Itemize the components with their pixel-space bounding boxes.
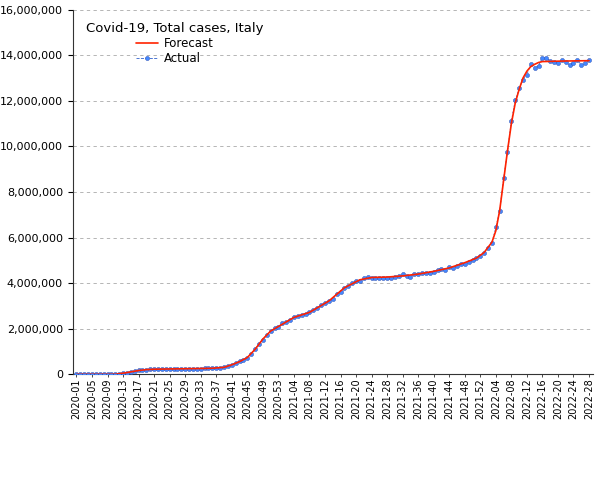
Legend: Forecast, Actual: Forecast, Actual — [83, 19, 266, 68]
Forecast — [554, 58, 561, 64]
Forecast — [566, 58, 573, 64]
Forecast — [108, 372, 115, 377]
Line: Forecast: Forecast — [76, 60, 589, 374]
Forecast — [411, 272, 418, 277]
Forecast — [73, 372, 80, 377]
Forecast — [395, 273, 402, 279]
Forecast — [586, 58, 593, 63]
Forecast — [426, 269, 433, 275]
